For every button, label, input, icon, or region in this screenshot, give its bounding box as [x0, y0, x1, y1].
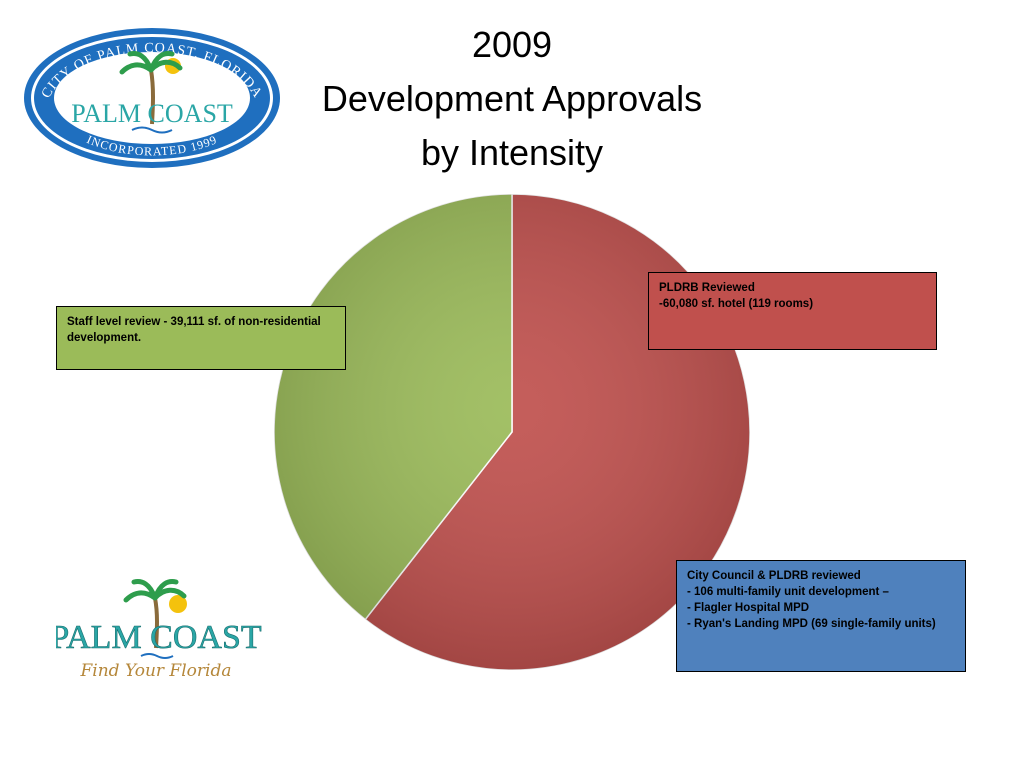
city-seal-logo: CITY OF PALM COAST, FLORIDA INCORPORATED… [24, 28, 280, 168]
callout-council-heading: City Council & PLDRB reviewed [687, 570, 861, 582]
title-line-2: Development Approvals [321, 78, 703, 119]
callout-staff-text: Staff level review - 39,111 sf. of non-r… [67, 316, 321, 344]
callout-council-reviewed: City Council & PLDRB reviewed - 106 mult… [676, 560, 966, 672]
slide-title: 2009 Development Approvals by Intensity [250, 18, 774, 180]
callout-council-item: - Ryan's Landing MPD (69 single-family u… [687, 618, 936, 630]
callout-council-item: - 106 multi-family unit development – [687, 586, 889, 598]
callout-staff-review: Staff level review - 39,111 sf. of non-r… [56, 306, 346, 370]
palm-coast-brand-logo: PALM COAST Find Your Florida [56, 579, 262, 681]
callout-pldrb-reviewed: PLDRB Reviewed -60,080 sf. hotel (119 ro… [648, 272, 937, 350]
brand-tagline: Find Your Florida [80, 661, 232, 681]
title-year: 2009 [471, 24, 553, 65]
callout-pldrb-heading: PLDRB Reviewed [659, 282, 755, 294]
seal-text-center: PALM COAST [71, 99, 233, 128]
callout-council-list: - 106 multi-family unit development – - … [687, 584, 955, 632]
title-line-3: by Intensity [420, 132, 604, 173]
brand-text: PALM COAST [56, 619, 262, 656]
callout-pldrb-line: -60,080 sf. hotel (119 rooms) [659, 298, 814, 310]
callout-council-item: - Flagler Hospital MPD [687, 602, 810, 614]
